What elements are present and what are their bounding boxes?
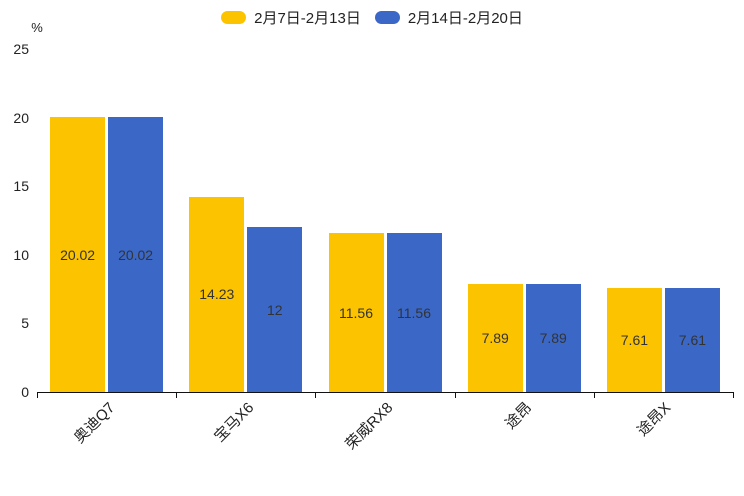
bar-week2-奥迪Q7[interactable]: 20.02 — [108, 117, 164, 392]
bar-week1-宝马X6[interactable]: 14.23 — [189, 196, 245, 392]
bar-value-label: 20.02 — [118, 246, 154, 263]
x-axis-tick-mark — [37, 392, 38, 398]
y-axis-tick-label: 20 — [13, 109, 29, 126]
legend-item-week2[interactable]: 2月14日-2月20日 — [374, 7, 523, 28]
bar-week2-途昂X[interactable]: 7.61 — [664, 287, 720, 392]
legend-item-week1[interactable]: 2月7日-2月13日 — [221, 7, 361, 28]
bar-value-label: 7.89 — [539, 329, 567, 346]
bar-value-label: 12 — [267, 301, 283, 318]
y-axis-unit-label: % — [31, 20, 43, 35]
chart-legend: 2月7日-2月13日 2月14日-2月20日 — [0, 7, 744, 28]
bar-value-label: 7.89 — [481, 329, 509, 346]
bar-week2-途昂[interactable]: 7.89 — [525, 283, 581, 392]
legend-swatch-week2 — [374, 11, 400, 24]
x-axis-tick-mark — [733, 392, 734, 398]
legend-label-week2: 2月14日-2月20日 — [407, 10, 523, 27]
y-axis-tick-label: 25 — [13, 41, 29, 57]
bar-week1-途昂[interactable]: 7.89 — [467, 283, 523, 392]
x-axis-tick-mark — [455, 392, 456, 398]
y-axis-tick-label: 15 — [13, 178, 29, 195]
bar-week1-荣威RX8[interactable]: 11.56 — [328, 233, 384, 392]
bar-value-label: 7.61 — [678, 331, 707, 348]
x-axis-tick-mark — [594, 392, 595, 398]
bar-value-label: 11.56 — [339, 304, 373, 321]
bar-week2-宝马X6[interactable]: 12 — [247, 227, 303, 392]
bar-value-label: 11.56 — [397, 304, 431, 321]
bar-value-label: 14.23 — [199, 286, 235, 303]
bar-week1-途昂X[interactable]: 7.61 — [606, 287, 662, 392]
y-axis-tick-label: 0 — [21, 384, 29, 400]
bar-value-label: 20.02 — [60, 246, 96, 263]
legend-label-week1: 2月7日-2月13日 — [254, 10, 361, 27]
x-axis-tick-mark — [315, 392, 316, 398]
x-axis-category-label: 宝马X6 — [210, 399, 258, 446]
x-axis-category-label: 奥迪Q7 — [70, 399, 118, 447]
y-axis-tick-label: 10 — [13, 246, 29, 263]
bar-value-label: 7.61 — [620, 331, 649, 348]
x-axis-category-label: 荣威RX8 — [342, 399, 397, 454]
x-axis-line — [37, 392, 734, 393]
y-axis-tick-label: 5 — [21, 315, 29, 332]
bar-week2-荣威RX8[interactable]: 11.56 — [386, 233, 442, 392]
legend-swatch-week1 — [221, 11, 247, 24]
x-axis-category-label: 途昂 — [502, 399, 536, 433]
x-axis-tick-mark — [176, 392, 177, 398]
bar-week1-奥迪Q7[interactable]: 20.02 — [50, 117, 106, 392]
x-axis-category-label: 途昂X — [634, 399, 675, 440]
